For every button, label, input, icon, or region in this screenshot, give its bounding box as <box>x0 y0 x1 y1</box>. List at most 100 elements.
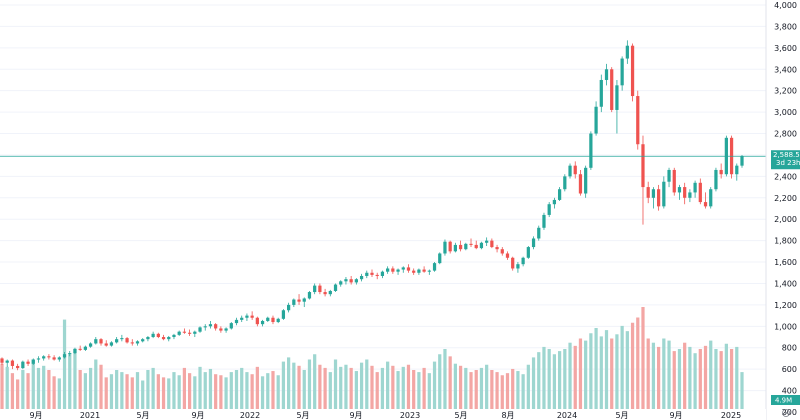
volume-bar <box>323 367 327 412</box>
volume-bar <box>0 363 4 412</box>
volume-bar <box>88 367 93 412</box>
y-tick-label: 3,400 <box>774 65 797 74</box>
volume-bar <box>135 372 140 412</box>
volume-bar <box>240 367 244 412</box>
x-tick-label: 5月 <box>615 411 628 420</box>
volume-bar <box>36 367 41 412</box>
candle-body <box>625 45 629 59</box>
volume-bar <box>625 331 629 412</box>
volume-bar <box>31 359 35 412</box>
volume-bar <box>109 374 114 412</box>
y-tick-label: 4,000 <box>774 1 797 10</box>
candle-body <box>115 339 119 343</box>
volume-bar <box>266 373 270 412</box>
candle-body <box>453 244 457 252</box>
candle-body <box>167 337 171 340</box>
volume-bar <box>47 370 51 412</box>
candle-body <box>703 202 708 207</box>
candle-body <box>599 79 603 107</box>
x-axis[interactable]: 9月 2021 5月 9月 2022 5月 9月 2023 5月 8月 2024 5月 9月 2025 <box>0 409 766 420</box>
volume-bar <box>339 366 343 412</box>
candle-body <box>219 328 223 331</box>
candle-body <box>172 334 176 338</box>
volume-bar <box>443 349 447 412</box>
candle-body <box>187 332 192 334</box>
candle-body <box>292 299 296 305</box>
volume-bar <box>370 365 374 412</box>
candle-body <box>474 244 478 249</box>
volume-bar <box>573 345 577 412</box>
volume-bar <box>698 349 702 412</box>
volume-bar <box>318 364 322 412</box>
volume-bar <box>469 372 473 412</box>
candle-body <box>161 337 166 340</box>
volume-bar <box>83 373 87 412</box>
volume-bar <box>146 370 150 412</box>
candle-body <box>10 360 15 366</box>
candle-body <box>62 354 67 358</box>
candle-body <box>531 238 536 248</box>
volume-bar <box>302 370 306 412</box>
candle-body <box>141 339 145 342</box>
candle-body <box>5 360 9 363</box>
volume-bar <box>453 363 457 412</box>
volume-bar <box>724 343 728 412</box>
candle-body <box>417 269 421 273</box>
volume-bar <box>672 351 676 412</box>
candle-body <box>479 242 484 249</box>
volume-bar <box>526 364 530 412</box>
candle-body <box>469 243 473 245</box>
candle-body <box>229 323 233 329</box>
candle-body <box>620 58 624 86</box>
candle-body <box>672 169 676 193</box>
volume-bar <box>214 374 218 412</box>
candle-body <box>693 182 697 193</box>
volume-bar <box>287 357 291 412</box>
y-tick-label: 1,200 <box>774 301 797 310</box>
candle-body <box>714 169 718 190</box>
volume-bar <box>568 342 572 412</box>
candle-body <box>83 346 87 350</box>
volume-bar <box>537 352 541 412</box>
candle-body <box>511 257 515 269</box>
y-axis[interactable]: 4,0003,8003,6003,4003,2003,0002,8002,600… <box>765 0 797 420</box>
candle-body <box>365 272 369 276</box>
candle-body <box>68 353 72 355</box>
volume-bar <box>115 370 119 412</box>
candle-body <box>125 338 129 343</box>
volume-bar <box>16 379 20 412</box>
volume-bar <box>260 376 265 412</box>
volume-bar <box>78 370 82 412</box>
volume-bar <box>156 374 160 412</box>
volume-bar <box>313 354 317 412</box>
volume-bar <box>542 346 546 412</box>
candle-body <box>78 348 82 350</box>
volume-bar <box>703 345 708 412</box>
settings-icon[interactable] <box>782 409 790 417</box>
volume-bar <box>464 367 468 412</box>
x-tick-label: 2023 <box>400 411 420 420</box>
x-tick-label: 8月 <box>501 411 514 420</box>
volume-bar <box>161 377 166 412</box>
candle-body <box>182 331 187 333</box>
volume-bar <box>52 376 56 412</box>
volume-bar <box>250 374 254 412</box>
candle-body <box>245 315 249 318</box>
grid <box>0 4 766 413</box>
volume-bar <box>68 354 72 412</box>
volume-bar <box>172 372 176 412</box>
candle-body <box>52 357 56 360</box>
candle-body <box>427 270 431 272</box>
volume-bar <box>432 361 437 412</box>
volume-bar <box>636 317 640 412</box>
volume-bar <box>391 365 395 412</box>
candle-body <box>240 317 244 320</box>
current-price-value: 2,588.5 <box>773 151 800 159</box>
candle-body <box>490 240 494 248</box>
candle-body <box>36 358 41 360</box>
candle-body <box>214 324 218 329</box>
volume-bars <box>0 307 744 412</box>
volume-bar <box>662 338 666 412</box>
volume-bar <box>604 330 609 412</box>
